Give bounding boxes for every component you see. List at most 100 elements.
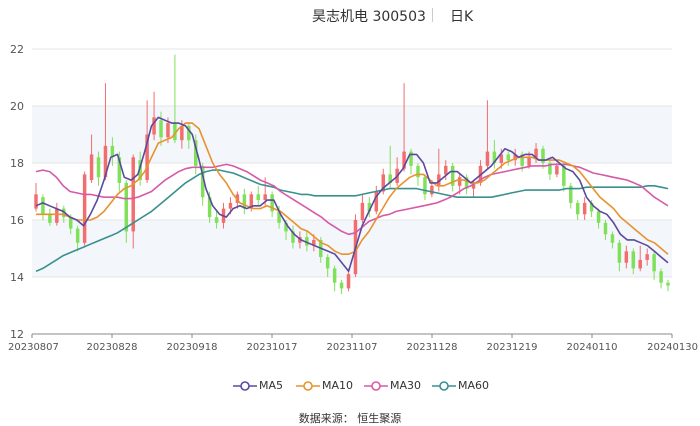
candle-body-73	[541, 148, 545, 163]
candle-body-21	[180, 125, 184, 141]
candle-body-10	[103, 145, 108, 178]
candle-body-67	[499, 154, 504, 163]
candle-body-43	[332, 268, 337, 283]
ma60-line	[35, 169, 669, 273]
candle-body-65	[485, 151, 490, 166]
candle-body-13	[124, 182, 129, 232]
ma5-line	[35, 116, 669, 273]
candle-body-14	[131, 157, 135, 232]
candle-body-35	[277, 211, 281, 223]
candle-body-63	[471, 182, 476, 189]
candle-body-91	[666, 282, 670, 286]
candle-body-82	[603, 222, 608, 235]
x-tick-label-20231128: 20231128	[407, 342, 458, 353]
candle-body-16	[145, 134, 149, 181]
legend-ma10-label: MA10	[322, 379, 354, 392]
y-axis: 12 14 16 18 20 22	[10, 43, 24, 341]
candle-body-72	[534, 148, 538, 158]
legend-ma5-label: MA5	[259, 379, 284, 392]
legend-ma30-label: MA30	[390, 379, 422, 392]
candle-body-12	[117, 157, 122, 183]
candle-body-56	[423, 177, 427, 195]
candle-body-0	[34, 194, 38, 209]
data-source: 数据来源： 恒生聚源	[298, 412, 402, 425]
candle-body-25	[207, 197, 212, 218]
candle-body-7	[82, 174, 87, 243]
candle-body-26	[214, 217, 219, 223]
candle-body-48	[367, 202, 372, 212]
candle-body-81	[596, 211, 601, 223]
candle-body-58	[437, 174, 441, 186]
y-tick-label-16: 16	[10, 214, 24, 227]
y-tick-label-18: 18	[10, 157, 24, 170]
title-divider	[432, 8, 433, 22]
candle-body-9	[96, 157, 101, 178]
candle-body-61	[457, 177, 462, 186]
ma30-line	[35, 163, 669, 236]
x-tick-label-20230807: 20230807	[8, 342, 59, 353]
band-3	[32, 106, 672, 163]
candle-body-87	[638, 259, 642, 269]
x-tick-label-20240110: 20240110	[567, 342, 618, 353]
candle-body-1	[41, 197, 45, 215]
chart-legend: MA5 MA10 MA30 MA60	[0, 378, 700, 394]
candle-body-24	[200, 165, 205, 198]
candle-body-89	[652, 254, 656, 272]
candle-body-60	[450, 165, 455, 186]
candle-body-3	[55, 208, 59, 223]
candle-body-75	[555, 165, 559, 175]
candle-body-8	[89, 154, 94, 181]
candle-body-22	[187, 125, 191, 141]
candle-body-15	[138, 160, 142, 181]
candle-body-39	[305, 237, 309, 246]
candle-body-2	[48, 214, 52, 223]
candle-body-28	[228, 202, 233, 209]
candle-body-37	[291, 231, 295, 243]
candle-body-30	[242, 194, 247, 209]
y-tick-label-22: 22	[10, 43, 24, 56]
candle-body-31	[249, 194, 254, 209]
candle-body-45	[346, 274, 351, 289]
candle-body-33	[263, 194, 267, 201]
x-tick-label-20240130: 20240130	[647, 342, 698, 353]
candle-body-5	[68, 217, 73, 229]
band-1	[32, 220, 672, 277]
candle-body-71	[527, 157, 531, 166]
candle-body-6	[75, 228, 80, 243]
y-tick-label-20: 20	[10, 100, 24, 113]
candle-body-57	[430, 185, 434, 195]
x-tick-label-20230828: 20230828	[87, 342, 138, 353]
candle-body-11	[110, 145, 115, 158]
x-axis: 20230807 20230828 20230918 20231017 20231107…	[8, 333, 698, 353]
candle-body-40	[312, 239, 316, 246]
candle-body-79	[582, 202, 587, 215]
candle-body-90	[659, 271, 663, 283]
candle-body-20	[173, 123, 177, 141]
legend-ma60-marker	[432, 381, 456, 391]
candle-body-83	[610, 234, 615, 243]
candle-body-74	[548, 163, 552, 175]
candle-body-86	[631, 251, 636, 269]
legend-ma5-marker	[233, 381, 257, 391]
x-tick-label-20231017: 20231017	[247, 342, 298, 353]
x-tick-label-20230918: 20230918	[167, 342, 218, 353]
chart-bands	[32, 106, 672, 277]
candle-body-42	[325, 257, 330, 269]
period-label: 日K	[450, 9, 474, 25]
ma-lines	[35, 116, 669, 273]
stock-title: 昊志机电 300503	[312, 9, 426, 25]
candle-body-50	[381, 174, 385, 192]
candle-body-49	[374, 191, 379, 212]
candle-body-47	[360, 202, 365, 220]
x-tick-label-20231219: 20231219	[487, 342, 538, 353]
candle-body-44	[339, 282, 344, 289]
candle-body-69	[513, 154, 517, 161]
candle-body-70	[520, 154, 524, 166]
candle-body-17	[152, 117, 156, 135]
legend-ma10-marker	[296, 381, 320, 391]
candle-body-80	[589, 202, 594, 212]
candle-body-55	[416, 165, 420, 178]
candle-body-85	[624, 251, 629, 263]
